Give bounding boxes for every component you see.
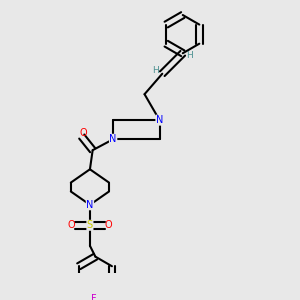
Text: O: O [104, 220, 112, 230]
Text: H: H [186, 52, 193, 61]
Text: O: O [68, 220, 75, 230]
Text: H: H [152, 67, 159, 76]
Text: S: S [87, 220, 93, 230]
Text: N: N [156, 115, 163, 125]
Text: N: N [110, 134, 117, 144]
Text: F: F [91, 294, 97, 300]
Text: N: N [86, 200, 94, 210]
Text: O: O [79, 128, 87, 138]
